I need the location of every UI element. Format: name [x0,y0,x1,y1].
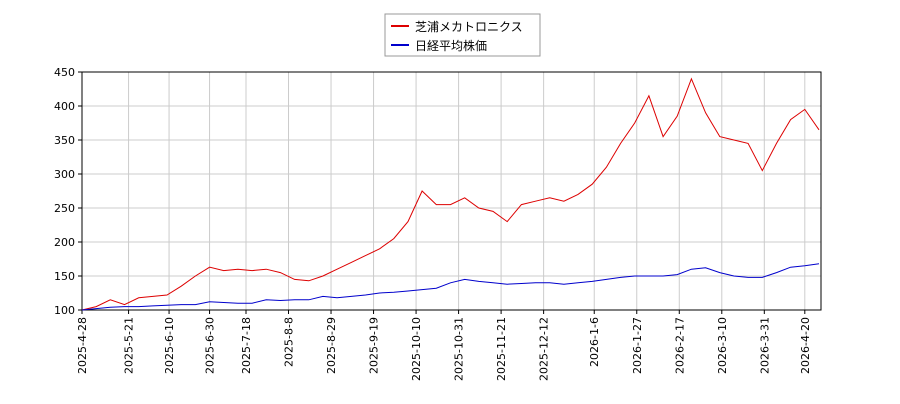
x-tick-label: 2025-8-8 [283,317,296,367]
y-tick-label: 400 [54,100,75,113]
plot-frame [81,71,822,311]
y-tick-label: 250 [54,202,75,215]
x-tick-label: 2025-5-21 [123,317,136,374]
series-line [81,263,820,311]
x-tick-label: 2025-9-19 [368,317,381,374]
x-tick-label: 2025-4-28 [76,317,89,374]
y-tick-label: 350 [54,134,75,147]
x-tick-label: 2025-6-30 [204,317,217,374]
x-tick-label: 2025-12-12 [538,317,551,381]
x-tick-label: 2026-3-31 [758,317,771,374]
x-tick-label: 2026-2-17 [673,317,686,374]
legend-box [384,13,541,57]
y-tick-label: 300 [54,168,75,181]
x-tick-label: 2025-6-10 [163,317,176,374]
legend-label: 日経平均株価 [415,38,487,53]
x-tick-label: 2025-10-31 [453,317,466,381]
x-tick-label: 2025-8-29 [325,317,338,374]
y-tick-label: 450 [54,66,75,79]
y-tick-label: 100 [54,304,75,317]
x-tick-label: 2026-4-20 [799,317,812,374]
y-tick-label: 200 [54,236,75,249]
x-tick-label: 2025-7-18 [240,317,253,374]
y-tick-label: 150 [54,270,75,283]
x-tick-label: 2026-3-10 [716,317,729,374]
legend-label: 芝浦メカトロニクス [415,19,523,34]
x-tick-label: 2026-1-6 [588,317,601,367]
x-tick-label: 2026-1-27 [631,317,644,374]
series-line [81,77,820,311]
x-tick-label: 2025-11-21 [495,317,508,381]
x-tick-label: 2025-10-10 [410,317,423,381]
